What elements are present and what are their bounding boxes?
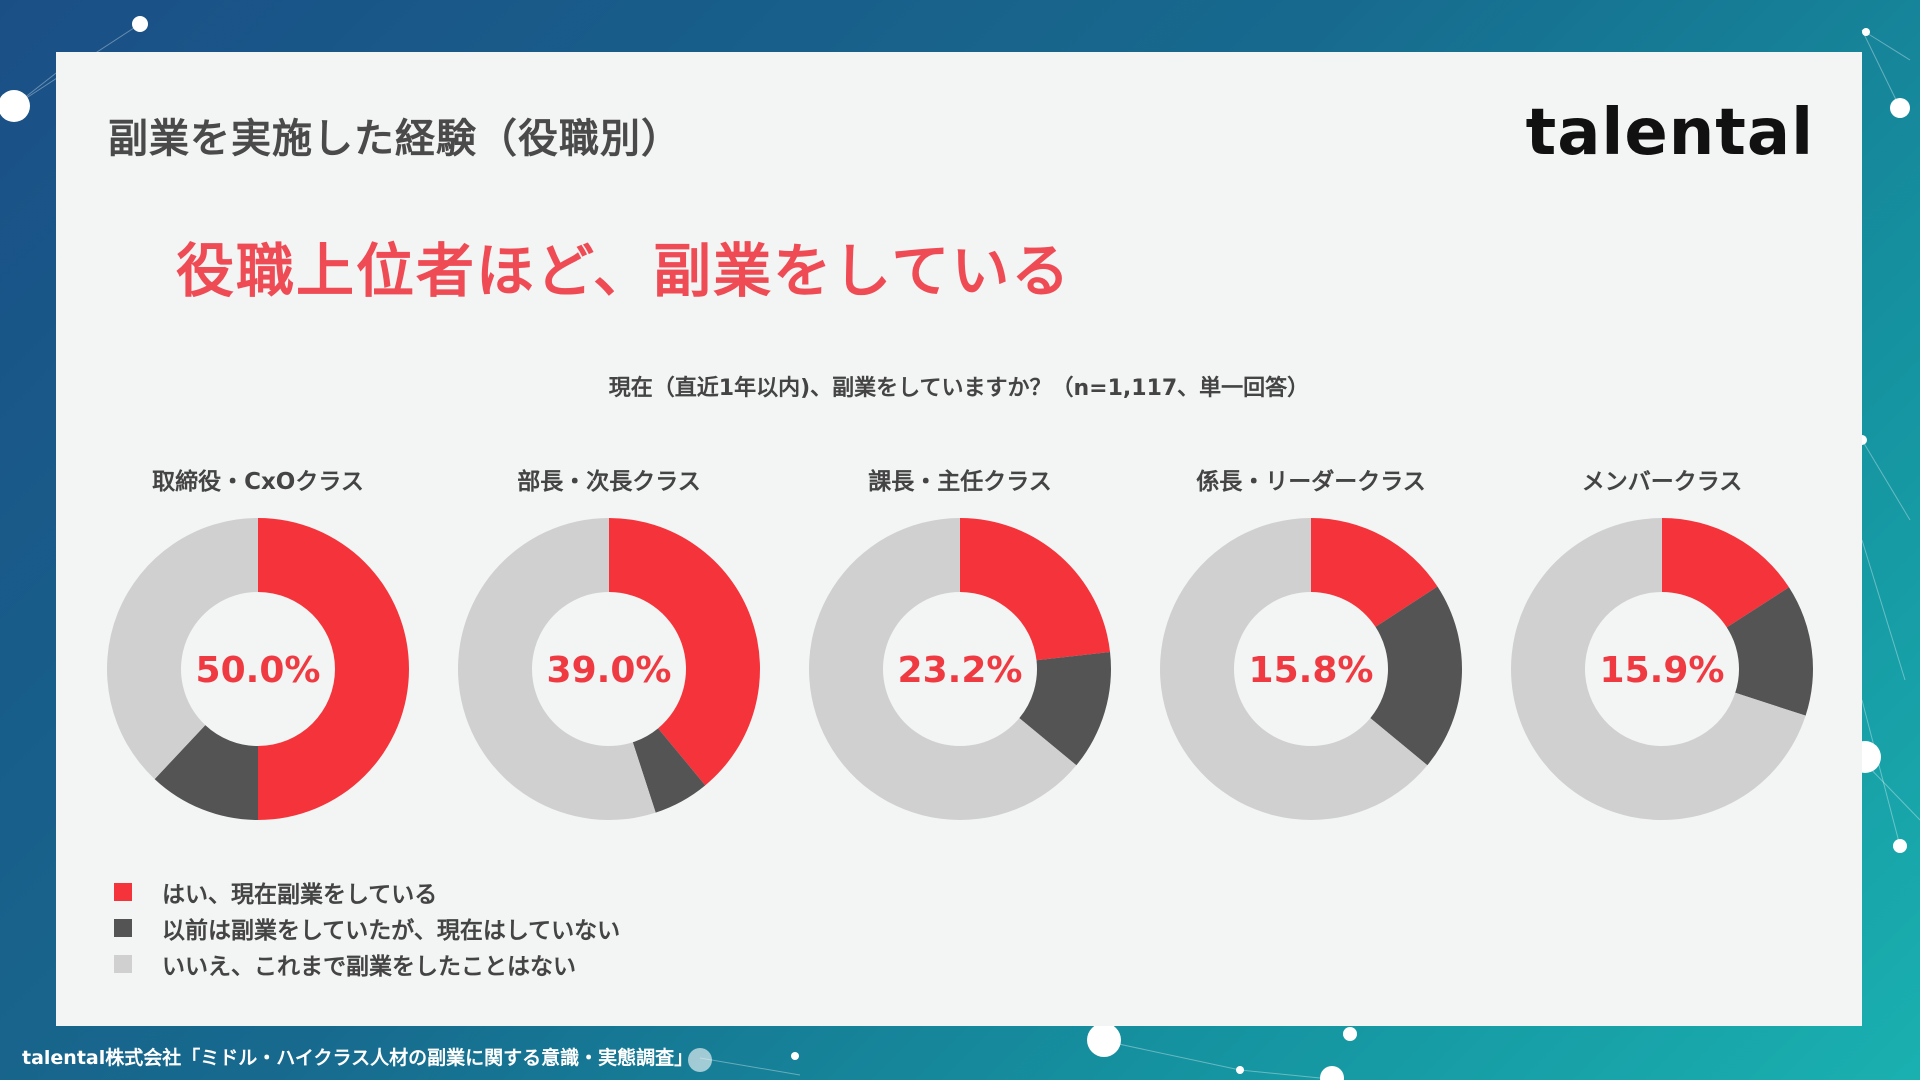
donut-chart-3: 課長・主任クラス 23.2% (809, 468, 1111, 820)
chart-title-4: 係長・リーダークラス (1196, 468, 1426, 495)
donut-slice-2-2 (632, 728, 706, 813)
donut-slice-4-3 (1160, 518, 1428, 820)
donut-slice-4-1 (1311, 518, 1438, 627)
legend-label-never: いいえ、これまで副業をしたことはない (162, 954, 576, 980)
legend-swatch-previously (114, 919, 132, 937)
legend-label-yes: はい、現在副業をしている (162, 882, 438, 908)
legend-item-never: いいえ、これまで副業をしたことはない (114, 946, 620, 982)
donut-slice-2-1 (609, 518, 761, 786)
chart-title-5: メンバークラス (1582, 469, 1743, 495)
legend-swatch-never (114, 955, 132, 973)
donut-slice-1-2 (154, 725, 258, 820)
donut-slice-5-1 (1662, 518, 1789, 628)
survey-question: 現在（直近1年以内)、副業をしていますか？（n=1,117、単一回答） (608, 376, 1310, 401)
legend-label-previously: 以前は副業をしていたが、現在はしていない (162, 918, 621, 944)
donut-chart-4: 係長・リーダークラス 15.8% (1160, 468, 1462, 820)
center-value-label-5: 15.9% (1600, 650, 1725, 691)
legend-item-previously: 以前は副業をしていたが、現在はしていない (114, 910, 620, 946)
donut-slice-3-1 (960, 518, 1111, 661)
chart-title-1: 取締役・CxOクラス (152, 468, 364, 495)
donut-chart-2: 部長・次長クラス 39.0% (458, 468, 761, 820)
center-value-label-1: 50.0% (196, 650, 321, 691)
donut-slice-5-2 (1726, 587, 1813, 716)
chart-title-2: 部長・次長クラス (517, 468, 701, 495)
slide-card: 副業を実施した経験（役職別） talental 役職上位者ほど、副業をしている … (56, 52, 1862, 1026)
center-value-label-4: 15.8% (1249, 650, 1374, 691)
footer-source: talental株式会社「ミドル・ハイクラス人材の副業に関する意識・実態調査」 (22, 1047, 694, 1069)
legend-swatch-yes (114, 883, 132, 901)
center-value-label-2: 39.0% (547, 650, 672, 691)
donut-chart-1: 取締役・CxOクラス 50.0% (106, 468, 409, 820)
center-value-label-3: 23.2% (898, 650, 1023, 691)
donut-slice-1-1 (258, 518, 409, 820)
legend-item-yes: はい、現在副業をしている (114, 874, 620, 910)
donut-chart-5: メンバークラス 15.9% (1510, 469, 1813, 820)
talental-logo: talental (1525, 96, 1814, 170)
donut-slice-4-2 (1370, 586, 1462, 766)
donut-slice-5-3 (1510, 518, 1806, 820)
donut-slice-2-3 (458, 518, 656, 820)
page-title: 副業を実施した経験（役職別） (108, 116, 682, 162)
donut-slice-3-3 (809, 518, 1077, 820)
chart-title-3: 課長・主任クラス (868, 468, 1052, 495)
donut-slice-3-2 (1019, 651, 1111, 766)
donut-slice-1-3 (106, 518, 258, 780)
legend: はい、現在副業をしている 以前は副業をしていたが、現在はしていない いいえ、これ… (114, 874, 620, 982)
donut-charts: 取締役・CxOクラス 50.0% 部長・次長クラス 39.0% 課長・主任クラス 23.2… (106, 468, 1813, 820)
headline: 役職上位者ほど、副業をしている (176, 237, 1072, 305)
